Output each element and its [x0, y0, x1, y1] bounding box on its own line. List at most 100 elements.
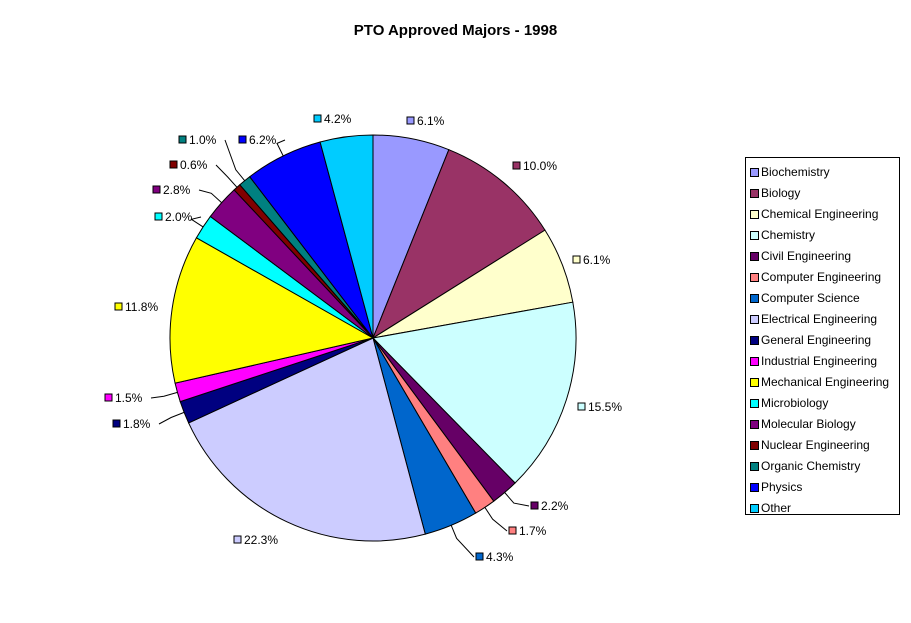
pie-slice-other: [319, 134, 374, 339]
legend-item-nuclear-engineering: Nuclear Engineering: [746, 435, 899, 456]
data-label-swatch: [178, 135, 187, 144]
legend-label: Chemistry: [761, 228, 816, 242]
legend-item-other: Other: [746, 498, 899, 519]
data-label-swatch: [104, 393, 113, 402]
legend-swatch: [750, 252, 759, 261]
legend-item-computer-engineering: Computer Engineering: [746, 267, 899, 288]
legend-label: Chemical Engineering: [761, 207, 879, 221]
chart-title: PTO Approved Majors - 1998: [353, 22, 558, 39]
legend-label: Civil Engineering: [761, 249, 852, 263]
data-label-text: 1.0%: [189, 133, 217, 147]
data-label-text: 15.5%: [588, 400, 622, 414]
data-label-swatch: [475, 552, 484, 561]
leader-line-civil-engineering: [504, 492, 530, 507]
data-label-computer-engineering: 1.7%: [508, 524, 547, 538]
leader-line-microbiology: [190, 216, 204, 228]
leader-line-general-engineering: [158, 411, 185, 425]
data-label-swatch: [406, 116, 415, 125]
legend-item-chemical-engineering: Chemical Engineering: [746, 204, 899, 225]
pie-slice-electrical-engineering: [187, 337, 426, 542]
legend-item-biology: Biology: [746, 183, 899, 204]
data-label-molecular-biology: 2.8%: [152, 183, 191, 197]
data-label-swatch: [577, 402, 586, 411]
legend-swatch: [750, 378, 759, 387]
legend-item-computer-science: Computer Science: [746, 288, 899, 309]
data-label-computer-science: 4.3%: [475, 550, 514, 564]
legend-label: Molecular Biology: [761, 417, 856, 431]
leader-line-physics: [276, 139, 286, 157]
legend-item-general-engineering: General Engineering: [746, 330, 899, 351]
legend-swatch: [750, 189, 759, 198]
data-label-swatch: [154, 212, 163, 221]
data-label-swatch: [530, 501, 539, 510]
pie-slice-biology: [371, 149, 546, 340]
legend-item-mechanical-engineering: Mechanical Engineering: [746, 372, 899, 393]
legend-item-civil-engineering: Civil Engineering: [746, 246, 899, 267]
legend-item-molecular-biology: Molecular Biology: [746, 414, 899, 435]
data-label-swatch: [238, 135, 247, 144]
data-label-text: 1.5%: [115, 391, 143, 405]
leader-line-nuclear-engineering: [215, 164, 238, 188]
legend-swatch: [750, 315, 759, 324]
data-label-text: 22.3%: [244, 533, 278, 547]
data-label-other: 4.2%: [313, 112, 352, 126]
data-label-chemical-engineering: 6.1%: [572, 253, 611, 267]
data-label-chemistry: 15.5%: [577, 400, 622, 414]
data-label-text: 4.3%: [486, 550, 514, 564]
legend-swatch: [750, 357, 759, 366]
legend-label: Biology: [761, 186, 801, 200]
legend-label: Electrical Engineering: [761, 312, 878, 326]
legend-label: Mechanical Engineering: [761, 375, 890, 389]
legend-swatch: [750, 420, 759, 429]
legend-swatch: [750, 336, 759, 345]
data-label-text: 1.7%: [519, 524, 547, 538]
leader-line-computer-science: [450, 525, 475, 558]
data-label-mechanical-engineering: 11.8%: [114, 300, 158, 314]
data-label-biology: 10.0%: [512, 159, 557, 173]
legend-label: Computer Engineering: [761, 270, 882, 284]
leader-line-organic-chemistry: [224, 139, 246, 182]
legend-swatch: [750, 273, 759, 282]
legend-item-industrial-engineering: Industrial Engineering: [746, 351, 899, 372]
data-label-text: 0.6%: [180, 158, 208, 172]
pie-slice-mechanical-engineering: [169, 237, 375, 384]
legend-swatch: [750, 168, 759, 177]
data-label-nuclear-engineering: 0.6%: [169, 158, 208, 172]
data-label-text: 6.1%: [583, 253, 611, 267]
data-label-electrical-engineering: 22.3%: [233, 533, 278, 547]
legend-item-electrical-engineering: Electrical Engineering: [746, 309, 899, 330]
legend-label: Organic Chemistry: [761, 459, 861, 473]
data-label-microbiology: 2.0%: [154, 210, 193, 224]
data-label-biochemistry: 6.1%: [406, 114, 445, 128]
data-label-swatch: [152, 185, 161, 194]
legend-label: Industrial Engineering: [761, 354, 878, 368]
data-label-text: 6.1%: [417, 114, 445, 128]
data-label-swatch: [512, 161, 521, 170]
legend-label: General Engineering: [761, 333, 872, 347]
legend-swatch: [750, 231, 759, 240]
data-label-physics: 6.2%: [238, 133, 277, 147]
data-label-text: 11.8%: [125, 300, 158, 314]
legend-item-physics: Physics: [746, 477, 899, 498]
legend-item-organic-chemistry: Organic Chemistry: [746, 456, 899, 477]
legend-label: Other: [761, 501, 792, 515]
legend-swatch: [750, 462, 759, 471]
leader-line-industrial-engineering: [150, 391, 178, 399]
legend-swatch: [750, 441, 759, 450]
legend-label: Computer Science: [761, 291, 860, 305]
data-label-text: 2.2%: [541, 499, 569, 513]
leader-line-molecular-biology: [198, 189, 223, 204]
legend-swatch: [750, 483, 759, 492]
legend-item-microbiology: Microbiology: [746, 393, 899, 414]
data-label-industrial-engineering: 1.5%: [104, 391, 143, 405]
data-label-swatch: [169, 160, 178, 169]
legend-swatch: [750, 504, 759, 513]
data-label-civil-engineering: 2.2%: [530, 499, 569, 513]
legend-label: Biochemistry: [761, 165, 830, 179]
legend-label: Microbiology: [761, 396, 829, 410]
legend-swatch: [750, 210, 759, 219]
leader-line-computer-engineering: [484, 507, 508, 532]
legend-item-chemistry: Chemistry: [746, 225, 899, 246]
legend-swatch: [750, 294, 759, 303]
